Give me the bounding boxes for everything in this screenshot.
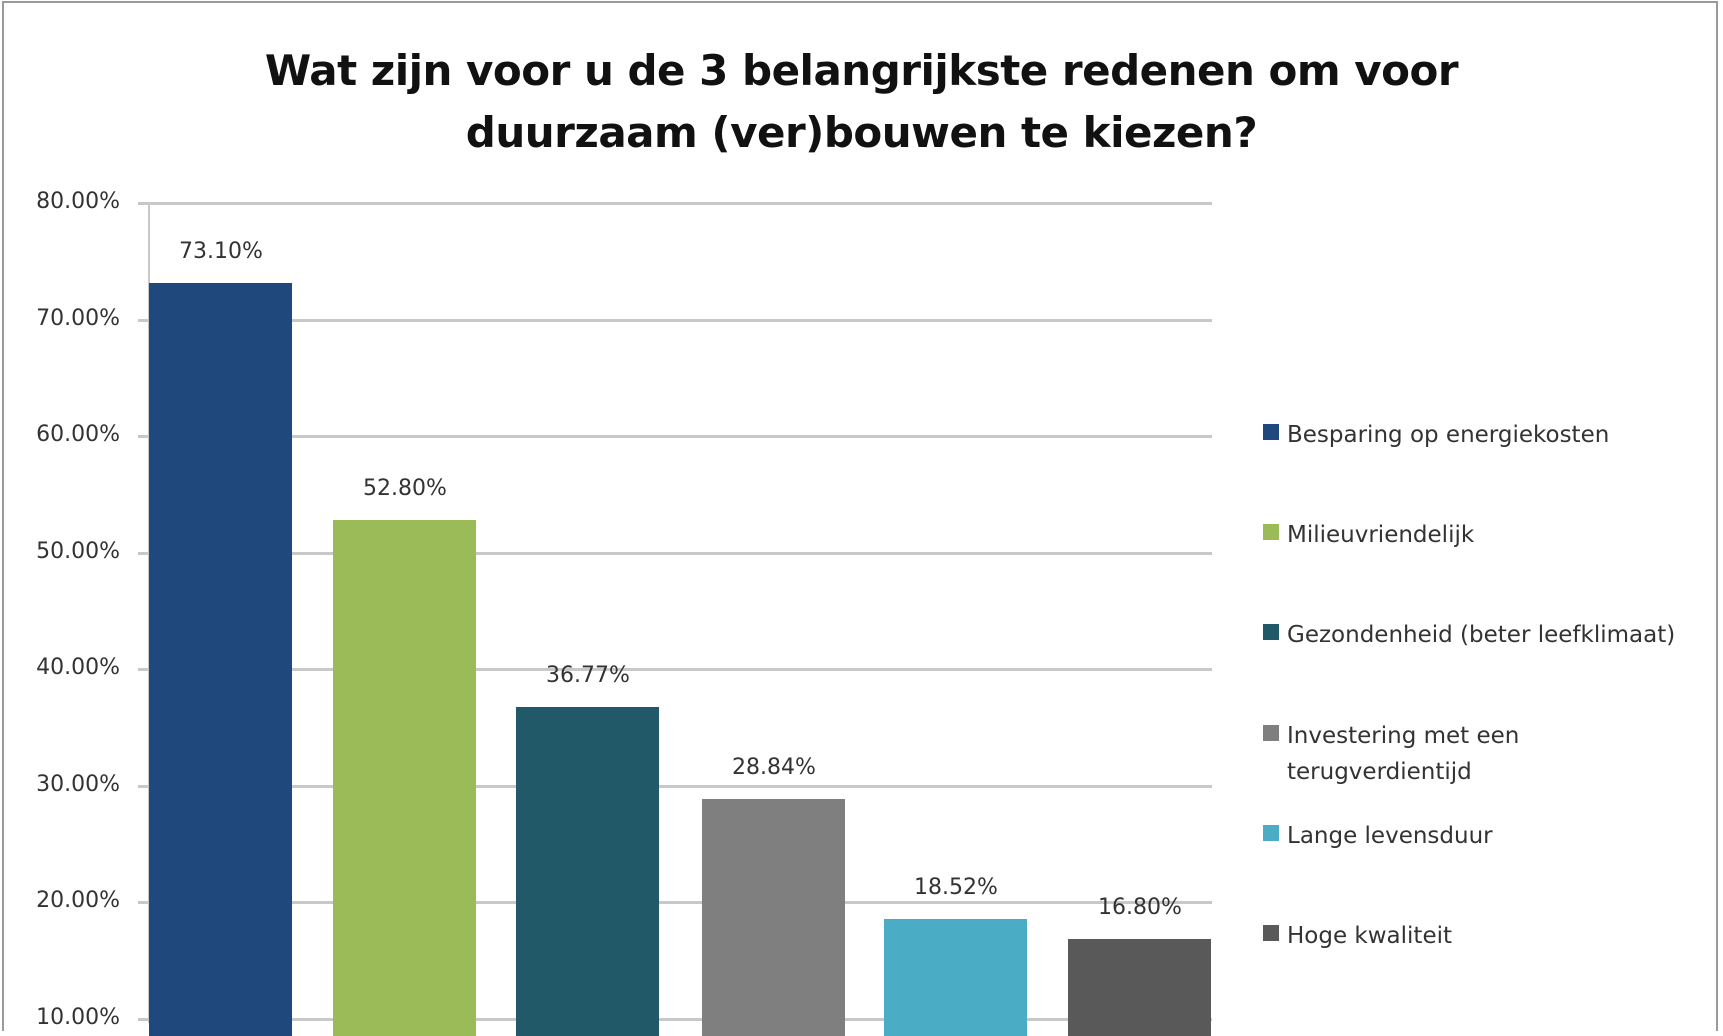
gridline bbox=[138, 435, 1212, 438]
gridline bbox=[138, 901, 1212, 904]
y-tick-label: 60.00% bbox=[36, 422, 120, 447]
legend-item: Milieuvriendelijk bbox=[1263, 517, 1474, 553]
legend-swatch-icon bbox=[1263, 524, 1279, 540]
legend-swatch-icon bbox=[1263, 925, 1279, 941]
bar bbox=[516, 706, 659, 1036]
legend-swatch-icon bbox=[1263, 624, 1279, 640]
plot-area: 73.10% 52.80% 36.77% 28.84% 18.52% 16.80% bbox=[138, 0, 1212, 1036]
y-tick-label: 70.00% bbox=[36, 305, 120, 331]
legend-swatch-icon bbox=[1263, 725, 1279, 741]
legend-label: Investering met een terugverdientijd bbox=[1287, 718, 1519, 790]
chart-title: Wat zijn voor u de 3 belangrijkste reden… bbox=[0, 40, 1723, 164]
legend-label-line: Hoge kwaliteit bbox=[1287, 923, 1453, 949]
gridline bbox=[138, 1017, 1212, 1021]
legend-item: Investering met een terugverdientijd bbox=[1263, 718, 1519, 790]
bar-value-label: 18.52% bbox=[914, 875, 998, 901]
legend-label: Gezondenheid (beter leefklimaat) bbox=[1287, 617, 1675, 653]
legend-label-line: Lange levensduur bbox=[1287, 823, 1493, 849]
gridline bbox=[138, 784, 1212, 788]
bar-value-label: 73.10% bbox=[179, 239, 263, 265]
legend-swatch-icon bbox=[1263, 825, 1279, 841]
y-tick-label: 80.00% bbox=[36, 189, 120, 214]
y-tick-label: 40.00% bbox=[36, 655, 120, 680]
bar-value-label: 28.84% bbox=[732, 755, 816, 780]
chart-title-line-2: duurzaam (ver)bouwen te kiezen? bbox=[465, 108, 1258, 157]
legend-item: Hoge kwaliteit bbox=[1263, 918, 1452, 954]
legend-label-line: Gezondenheid (beter leefklimaat) bbox=[1287, 622, 1676, 648]
legend-label-line: Besparing op energiekosten bbox=[1287, 422, 1610, 448]
gridline bbox=[138, 551, 1212, 555]
y-tick-label: 20.00% bbox=[36, 888, 120, 913]
bar bbox=[1068, 939, 1211, 1036]
bar bbox=[333, 519, 476, 1036]
legend-label-line: Milieuvriendelijk bbox=[1287, 522, 1475, 548]
bar-value-label: 36.77% bbox=[546, 662, 630, 688]
bar bbox=[149, 283, 292, 1036]
legend-label: Milieuvriendelijk bbox=[1287, 517, 1474, 553]
legend-item: Besparing op energiekosten bbox=[1263, 417, 1609, 453]
chart-title-line-1: Wat zijn voor u de 3 belangrijkste reden… bbox=[264, 46, 1459, 95]
bar-value-label: 52.80% bbox=[363, 475, 447, 501]
bar bbox=[884, 919, 1027, 1036]
legend-swatch-icon bbox=[1263, 424, 1279, 440]
legend-label: Lange levensduur bbox=[1287, 818, 1493, 854]
legend-label-line: Investering met een bbox=[1287, 723, 1520, 749]
gridline bbox=[138, 202, 1212, 205]
legend-label: Besparing op energiekosten bbox=[1287, 417, 1609, 453]
legend-label: Hoge kwaliteit bbox=[1287, 918, 1452, 954]
gridline bbox=[138, 668, 1212, 671]
legend-label-line: terugverdientijd bbox=[1287, 759, 1472, 785]
y-tick-label: 10.00% bbox=[36, 1004, 120, 1030]
bar bbox=[702, 799, 845, 1036]
legend-item: Gezondenheid (beter leefklimaat) bbox=[1263, 617, 1675, 653]
gridline bbox=[138, 318, 1212, 322]
bar-value-label: 16.80% bbox=[1098, 895, 1182, 921]
legend-item: Lange levensduur bbox=[1263, 818, 1493, 854]
y-tick-label: 50.00% bbox=[36, 538, 120, 564]
y-tick-label: 30.00% bbox=[36, 771, 120, 797]
